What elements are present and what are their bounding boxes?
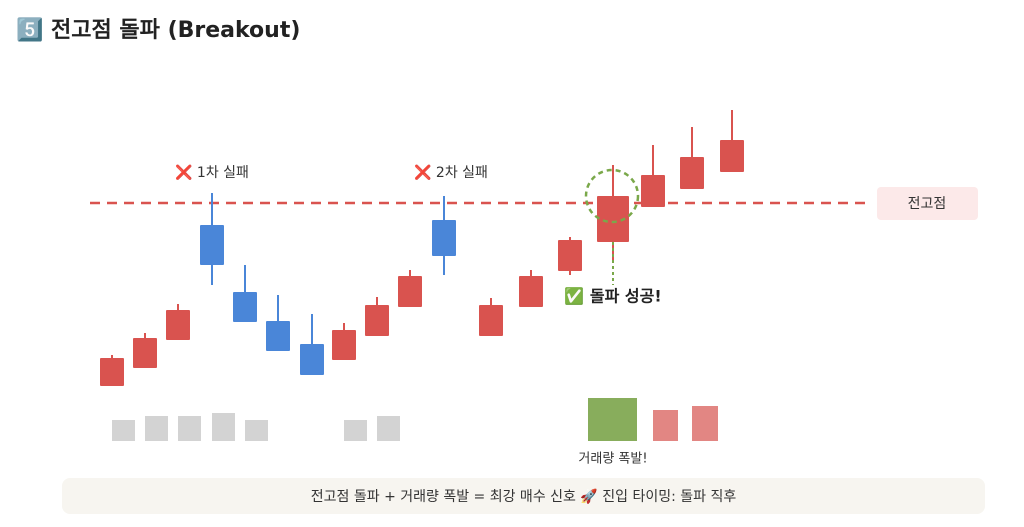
candle-body <box>558 240 582 271</box>
candle-body <box>233 292 257 322</box>
candle-body <box>641 175 665 207</box>
candle-body <box>680 157 704 189</box>
volume-bar <box>212 413 235 441</box>
resistance-label-box <box>877 187 978 220</box>
candle-body <box>365 305 389 336</box>
resistance-label: 전고점 <box>908 196 947 212</box>
candle-body <box>300 344 324 375</box>
candle-body <box>432 220 456 256</box>
breakout-circle <box>584 168 640 224</box>
candle-body <box>720 140 744 172</box>
candle-body <box>100 358 124 386</box>
candle-body <box>332 330 356 360</box>
candles <box>100 110 744 386</box>
volume-bar <box>692 406 718 441</box>
candle-body <box>519 276 543 307</box>
candle-body <box>200 225 224 265</box>
fail-label: ❌ 2차 실패 <box>414 164 488 181</box>
candle-body <box>166 310 190 340</box>
fail-label: ❌ 1차 실패 <box>175 164 249 181</box>
volume-bar <box>344 420 367 441</box>
candle-body <box>133 338 157 368</box>
candle-body <box>266 321 290 351</box>
candle-body <box>597 196 629 242</box>
volume-bar <box>377 416 400 441</box>
volume-bar <box>245 420 268 441</box>
volume-bar <box>145 416 168 441</box>
title: 5️⃣ 전고점 돌파 (Breakout) <box>16 18 301 43</box>
volume-bar <box>178 416 201 441</box>
volume-label: 거래량 폭발! <box>578 452 647 467</box>
candle-body <box>479 305 503 336</box>
volume-bars <box>112 398 718 441</box>
success-label: ✅ 돌파 성공! <box>564 287 661 306</box>
volume-bar <box>653 410 678 441</box>
volume-bar <box>588 398 637 441</box>
candle-body <box>398 276 422 307</box>
volume-bar <box>112 420 135 441</box>
footer: 전고점 돌파 + 거래량 폭발 = 최강 매수 신호 🚀 진입 타이밍: 돌파 … <box>62 478 985 514</box>
